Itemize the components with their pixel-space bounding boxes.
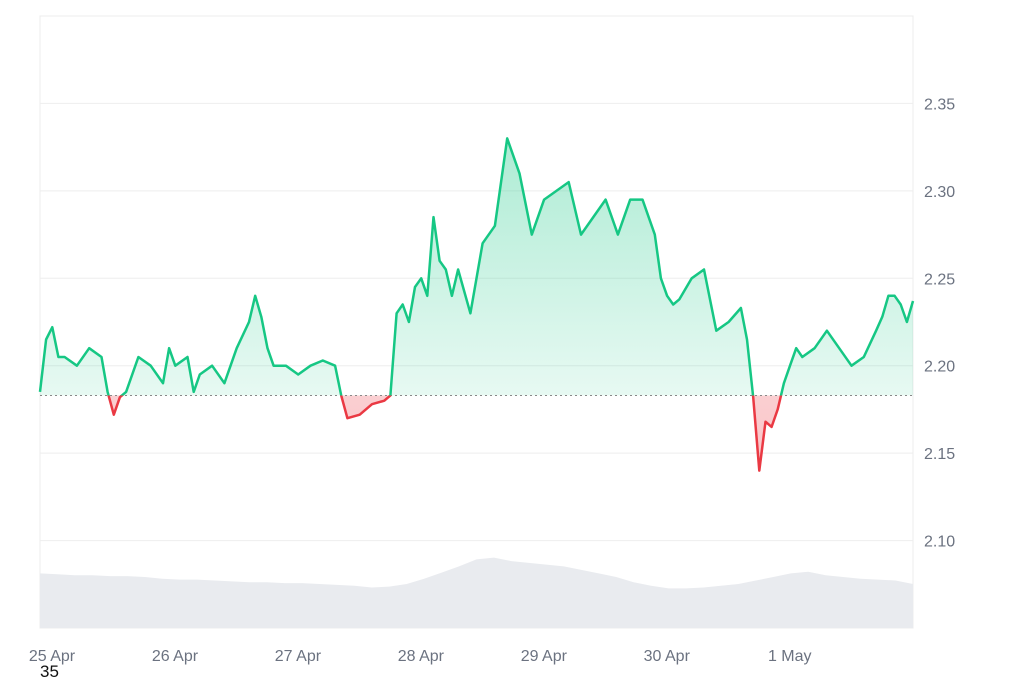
- x-axis-ticks: 25 Apr 26 Apr 27 Apr 28 Apr 29 Apr 30 Apr 1 Ma…: [29, 648, 812, 665]
- x-tick-label: 28 Apr: [398, 648, 445, 665]
- volume-area: [40, 557, 913, 628]
- area-above-baseline: [40, 138, 913, 396]
- y-tick-label: 2.35: [924, 96, 955, 113]
- x-tick-label: 30 Apr: [644, 648, 691, 665]
- y-axis-ticks: 2.10 2.15 2.20 2.25 2.30 2.35: [924, 96, 955, 550]
- corner-label: 35: [40, 662, 59, 681]
- y-tick-label: 2.20: [924, 359, 955, 376]
- y-tick-label: 2.10: [924, 534, 955, 551]
- y-tick-label: 2.15: [924, 446, 955, 463]
- x-tick-label: 27 Apr: [275, 648, 322, 665]
- price-line-below: [107, 395, 783, 472]
- y-tick-label: 2.25: [924, 271, 955, 288]
- x-tick-label: 26 Apr: [152, 648, 199, 665]
- grid-lines: [40, 102, 913, 542]
- x-tick-label: 29 Apr: [521, 648, 568, 665]
- x-tick-label: 25 Apr: [29, 648, 76, 665]
- y-tick-label: 2.30: [924, 184, 955, 201]
- price-line-above: [38, 137, 915, 396]
- x-tick-label: 1 May: [768, 648, 812, 665]
